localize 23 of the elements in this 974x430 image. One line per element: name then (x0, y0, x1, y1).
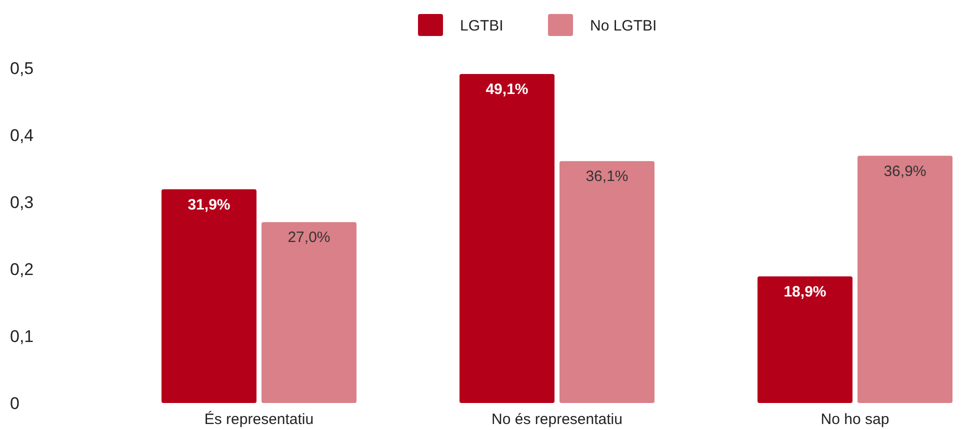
y-tick-label: 0,5 (10, 58, 34, 78)
y-tick-label: 0,4 (10, 126, 34, 145)
y-tick-label: 0,3 (10, 192, 34, 212)
bar (262, 222, 356, 403)
data-label: 27,0% (288, 229, 330, 246)
x-tick-label: No és representatiu (492, 411, 622, 428)
legend-label: LGTBI (460, 17, 504, 34)
data-label: 36,1% (586, 168, 628, 186)
bar (460, 74, 554, 403)
bar (758, 276, 852, 403)
data-label: 18,9% (784, 283, 826, 300)
x-tick-label: No ho sap (820, 411, 890, 428)
data-label: 36,9% (884, 162, 926, 180)
data-label: 31,9% (188, 196, 230, 214)
y-tick-label: 0,2 (10, 260, 34, 279)
bar (162, 189, 256, 403)
bar (858, 156, 952, 403)
data-label: 49,1% (486, 81, 528, 98)
x-tick-label: És representatiu (204, 410, 314, 428)
bar (560, 161, 654, 403)
legend-label: No LGTBI (590, 17, 657, 34)
y-tick-label: 0 (10, 394, 20, 413)
y-tick-label: 0,1 (10, 326, 34, 346)
